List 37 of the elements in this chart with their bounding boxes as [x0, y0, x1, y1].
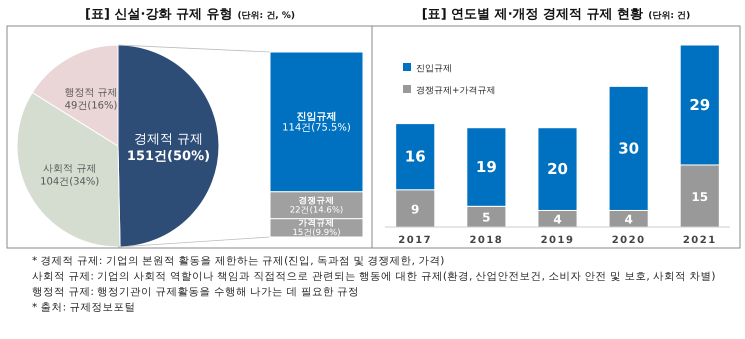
data-label: 15: [691, 190, 708, 204]
chart-title: [표] 연도별 제·개정 경제적 규제 현황: [422, 7, 644, 22]
data-label: 104건(34%): [40, 176, 100, 188]
chart-title: [표] 신설·강화 규제 유형: [85, 7, 232, 22]
data-label: 49건(16%): [64, 100, 118, 112]
data-label: 9: [411, 202, 420, 216]
slice-label: 경제적 규제: [134, 132, 204, 147]
text: (단위: 건, %): [237, 11, 295, 21]
text: * 출처: 규제정보포털: [32, 302, 136, 314]
chart-subtitle: (단위: 건): [648, 11, 690, 21]
data-label: 30: [618, 139, 640, 158]
text: * 경제적 규제: 기업의 본원적 활동을 제한하는 규제(진입, 독과점 및 경쟁제한, 가격): [32, 255, 444, 267]
slice-label: 사회적 규제: [43, 163, 96, 174]
series-label: 가격규제: [298, 218, 334, 229]
slice-label: 행정적 규제: [64, 87, 118, 98]
x-tick-label: 2020: [612, 235, 646, 246]
x-tick-label: 2019: [540, 235, 574, 246]
data-label: 151건(50%): [126, 148, 210, 164]
text: 사회적 규제: 기업의 사회적 역할이나 책임과 직접적으로 관련되는 행동에 대한 규제(환경, 산업안전보건, 소비자 안전 및 보호, 사회적 차별): [32, 270, 716, 282]
data-label: 15건(9.9%): [292, 228, 341, 238]
data-label: 29: [689, 96, 710, 114]
series-label: 경쟁규제: [298, 196, 334, 206]
data-label: 4: [624, 212, 633, 227]
data-label: 4: [553, 212, 562, 227]
data-label: 20: [547, 160, 568, 178]
data-label: 19: [476, 158, 497, 176]
data-label: 16: [404, 148, 426, 166]
data-label: 5: [482, 210, 491, 225]
x-tick-label: 2018: [469, 235, 504, 246]
data-label: 114건(75.5%): [282, 122, 351, 134]
legend-label: 진입규제: [416, 64, 452, 74]
series-label: 진입규제: [296, 111, 336, 122]
x-tick-label: 2017: [398, 235, 432, 246]
x-tick-label: 2021: [682, 235, 717, 246]
legend-label: 경쟁규제+가격규제: [416, 86, 496, 96]
text: 행정적 규제: 행정기관이 규제활동을 수행해 나가는 데 필요한 규정: [32, 286, 360, 298]
data-label: 22건(14.6%): [290, 205, 344, 216]
